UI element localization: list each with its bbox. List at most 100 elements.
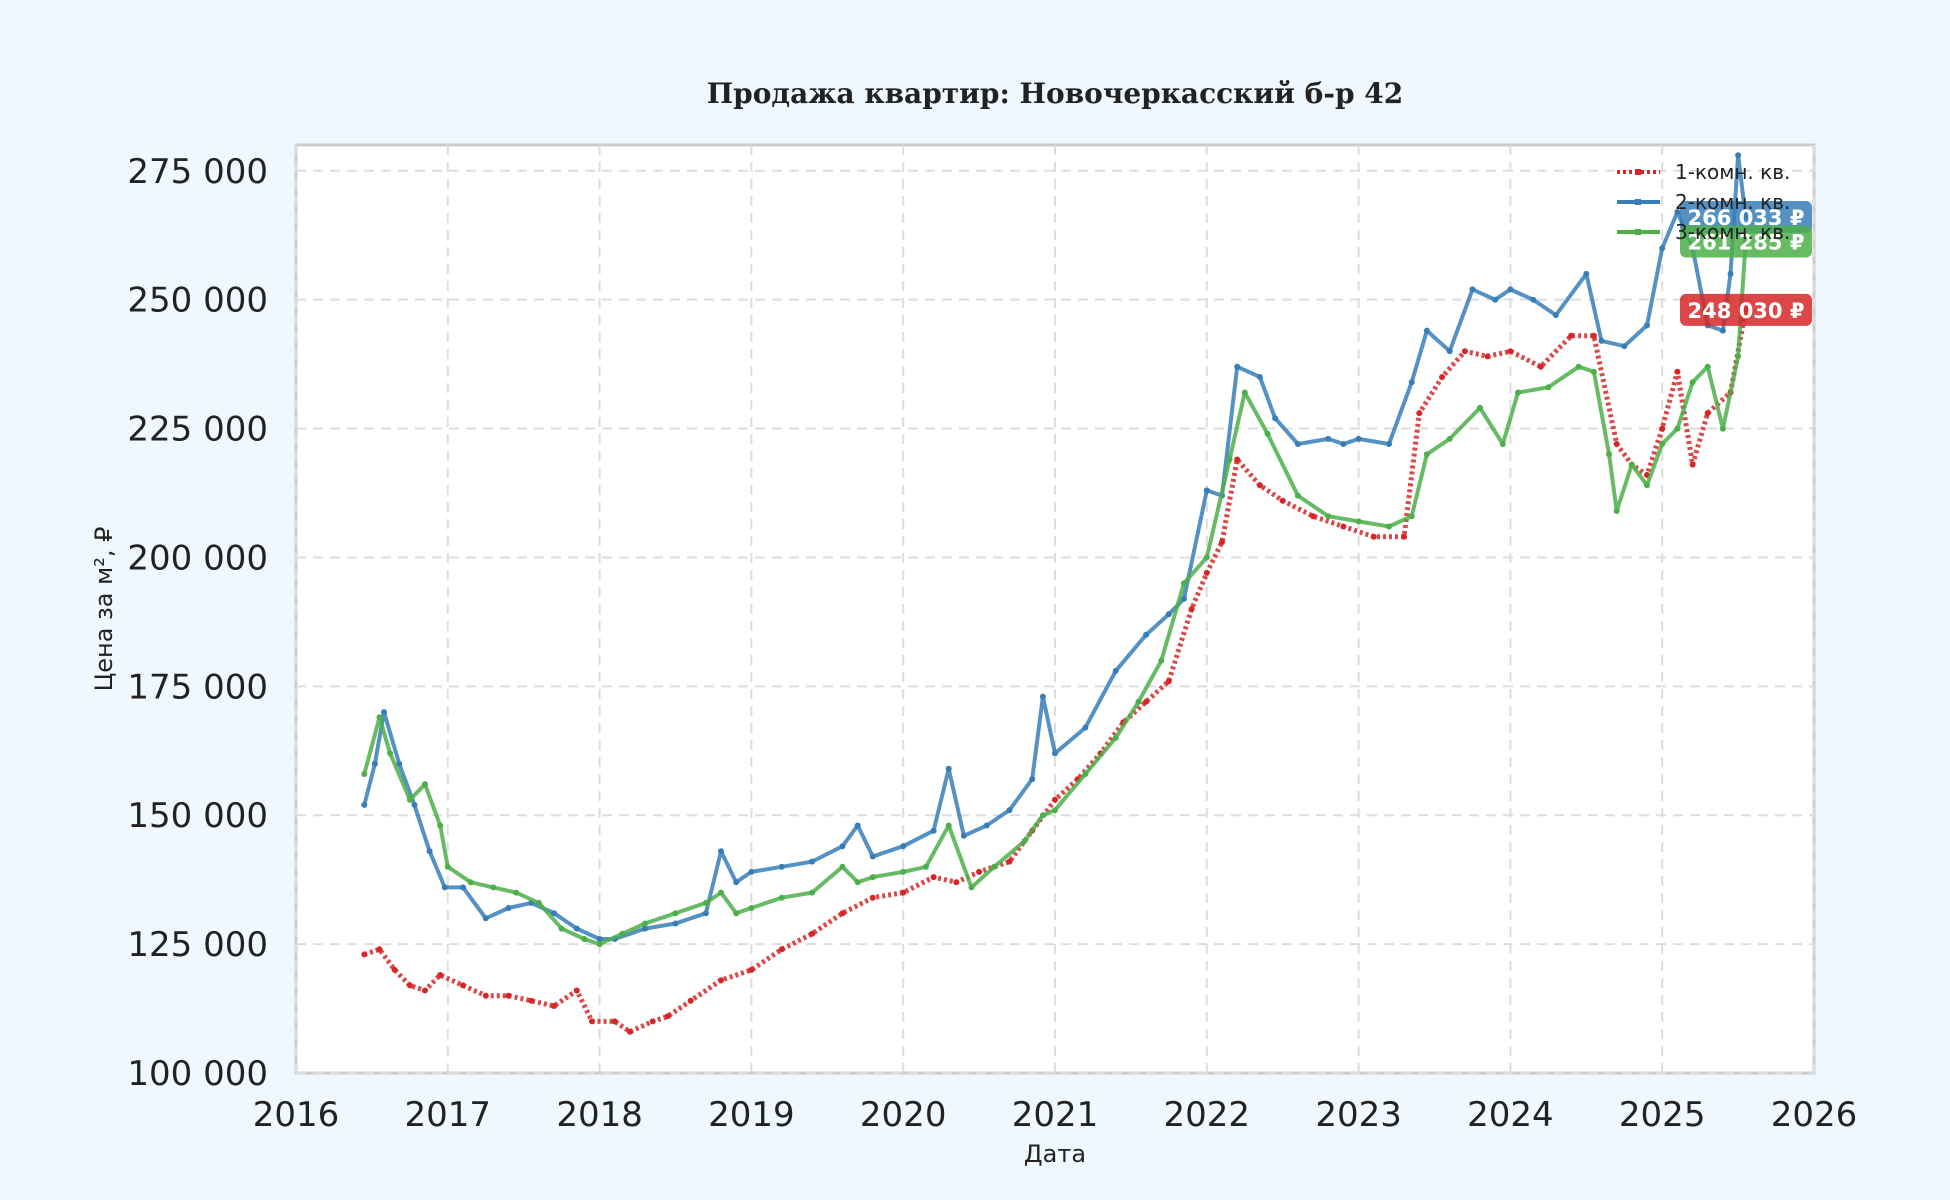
data-point [1477, 404, 1483, 411]
data-point [558, 925, 565, 932]
data-point [702, 910, 709, 917]
data-point [1272, 415, 1279, 422]
data-point [1112, 734, 1119, 741]
data-point [900, 843, 907, 850]
data-point [581, 936, 588, 942]
data-point [839, 910, 846, 917]
data-point [748, 868, 755, 875]
data-point [361, 951, 368, 958]
x-tick-label: 2026 [1771, 1095, 1858, 1135]
data-point [778, 894, 785, 901]
data-point [1469, 286, 1476, 293]
data-point [406, 982, 413, 989]
data-point [1507, 348, 1514, 355]
x-axis-ticks: 2016 2017 2018 2019 2020 2021 2022 2023 2024 2025… [253, 1095, 1858, 1135]
x-tick-label: 2022 [1164, 1095, 1251, 1135]
data-point [900, 868, 907, 875]
data-point [391, 966, 398, 973]
data-point [482, 992, 489, 999]
y-axis-label: Цена за м², ₽ [90, 527, 118, 692]
data-point [627, 1028, 633, 1035]
legend-label: 2-комн. кв. [1675, 190, 1790, 214]
data-point [535, 899, 542, 906]
data-point [1143, 631, 1150, 638]
data-point [733, 879, 740, 886]
data-point [687, 997, 694, 1004]
data-point [1689, 461, 1696, 468]
legend-marker [1635, 229, 1641, 235]
data-point [1735, 152, 1742, 159]
data-point [649, 1018, 656, 1025]
series-line [362, 153, 1748, 941]
data-point [968, 884, 975, 891]
data-point [1727, 270, 1734, 277]
data-point [854, 879, 861, 886]
data-point [839, 843, 846, 850]
legend-label: 1-комн. кв. [1675, 160, 1790, 184]
data-point [809, 930, 816, 937]
grid-lines [295, 145, 1815, 1074]
data-point [573, 987, 580, 994]
data-point [1052, 807, 1058, 814]
data-point [672, 910, 679, 917]
x-tick-label: 2018 [556, 1095, 643, 1135]
data-point [1575, 363, 1582, 370]
data-point [945, 822, 952, 829]
data-point [1264, 430, 1271, 437]
data-point [422, 781, 428, 788]
data-point [869, 894, 876, 901]
data-point [1644, 482, 1650, 489]
data-point [596, 941, 603, 948]
data-point [437, 972, 444, 978]
data-point [513, 889, 520, 896]
data-point [642, 925, 649, 932]
data-point [1674, 425, 1681, 432]
data-point [396, 760, 403, 767]
data-point [619, 930, 626, 937]
data-point [1644, 322, 1650, 329]
data-point [1241, 389, 1248, 396]
data-point [1704, 410, 1711, 417]
data-point [1340, 441, 1347, 447]
legend-marker [1635, 199, 1641, 205]
data-point [1408, 379, 1415, 386]
data-point [1029, 776, 1036, 783]
y-tick-label: 250 000 [127, 281, 268, 321]
data-point [551, 1003, 558, 1009]
y-tick-label: 200 000 [127, 538, 268, 578]
data-point [1219, 539, 1225, 545]
data-point [809, 858, 816, 865]
legend-item: 1-комн. кв. [1617, 160, 1790, 184]
x-tick-label: 2023 [1315, 1095, 1402, 1135]
y-tick-label: 175 000 [127, 667, 268, 707]
data-point [1181, 580, 1187, 587]
data-point [596, 936, 603, 942]
data-point [1386, 441, 1392, 447]
data-point [778, 946, 785, 953]
data-point [1590, 332, 1597, 339]
data-point [1386, 523, 1392, 530]
data-point [1401, 533, 1408, 540]
data-point [505, 992, 512, 999]
data-point [778, 863, 785, 870]
series-line [363, 309, 1749, 1035]
data-point [1537, 363, 1544, 370]
data-point [1234, 363, 1241, 370]
data-point [839, 863, 846, 870]
data-point [718, 889, 724, 896]
data-point [1006, 807, 1013, 814]
data-point [1507, 286, 1514, 293]
data-point [551, 910, 558, 917]
data-point [1325, 513, 1332, 520]
data-point [441, 884, 448, 891]
x-tick-label: 2024 [1467, 1095, 1554, 1135]
data-point [1590, 368, 1597, 375]
data-point [1492, 296, 1499, 303]
data-point [1052, 750, 1058, 757]
data-point [482, 915, 489, 922]
data-point [376, 946, 383, 953]
data-point [467, 879, 474, 886]
data-point [1256, 482, 1263, 489]
data-point [991, 863, 998, 870]
x-tick-label: 2017 [405, 1095, 492, 1135]
